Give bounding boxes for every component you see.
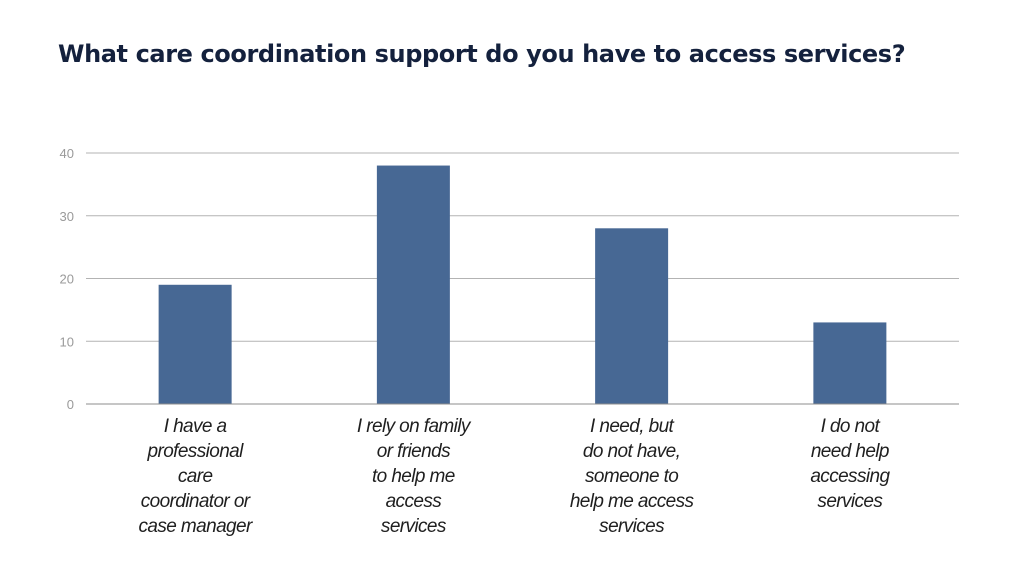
x-category-label-line: to help me xyxy=(372,466,455,487)
y-tick-label: 20 xyxy=(60,272,74,287)
x-category-label-line: need help xyxy=(811,441,889,462)
x-category-label: I do not need help accessing services xyxy=(810,416,890,512)
x-category-label: I need, but do not have, someone to help me… xyxy=(570,416,695,537)
x-category-label-line: someone to xyxy=(585,466,678,487)
x-category-label-line: I have a xyxy=(164,416,227,437)
x-category-label-line: access xyxy=(386,491,443,512)
x-axis-labels: I have a professional care coordinator or ca… xyxy=(139,416,892,537)
x-category-label-line: professional xyxy=(147,441,245,462)
x-category-label-line: I need, but xyxy=(590,416,675,437)
bar xyxy=(158,284,232,404)
x-category-label-line: services xyxy=(817,491,883,512)
y-tick-label: 30 xyxy=(60,209,74,224)
bar xyxy=(813,322,887,404)
x-category-label-line: services xyxy=(599,516,665,537)
x-category-label: I rely on family or friends to help me acce… xyxy=(357,416,472,537)
x-category-label-line: services xyxy=(381,516,447,537)
x-category-label-line: case manager xyxy=(139,516,253,537)
bar xyxy=(376,165,450,404)
x-category-label: I have a professional care coordinator or ca… xyxy=(139,416,253,537)
chart-title: What care coordination support do you ha… xyxy=(58,40,906,68)
bars xyxy=(158,165,887,404)
y-axis-ticks: 0 10 20 30 40 xyxy=(60,146,74,412)
x-category-label-line: coordinator or xyxy=(141,491,251,512)
y-tick-label: 0 xyxy=(67,397,74,412)
x-category-label-line: do not have, xyxy=(583,441,680,462)
y-tick-label: 10 xyxy=(60,334,74,349)
x-category-label-line: care xyxy=(178,466,213,487)
x-category-label-line: help me access xyxy=(570,491,695,512)
x-category-label-line: or friends xyxy=(377,441,451,462)
x-category-label-line: I rely on family xyxy=(357,416,472,437)
bar xyxy=(595,228,669,404)
y-tick-label: 40 xyxy=(60,146,74,161)
x-category-label-line: I do not xyxy=(821,416,881,437)
x-category-label-line: accessing xyxy=(810,466,890,487)
